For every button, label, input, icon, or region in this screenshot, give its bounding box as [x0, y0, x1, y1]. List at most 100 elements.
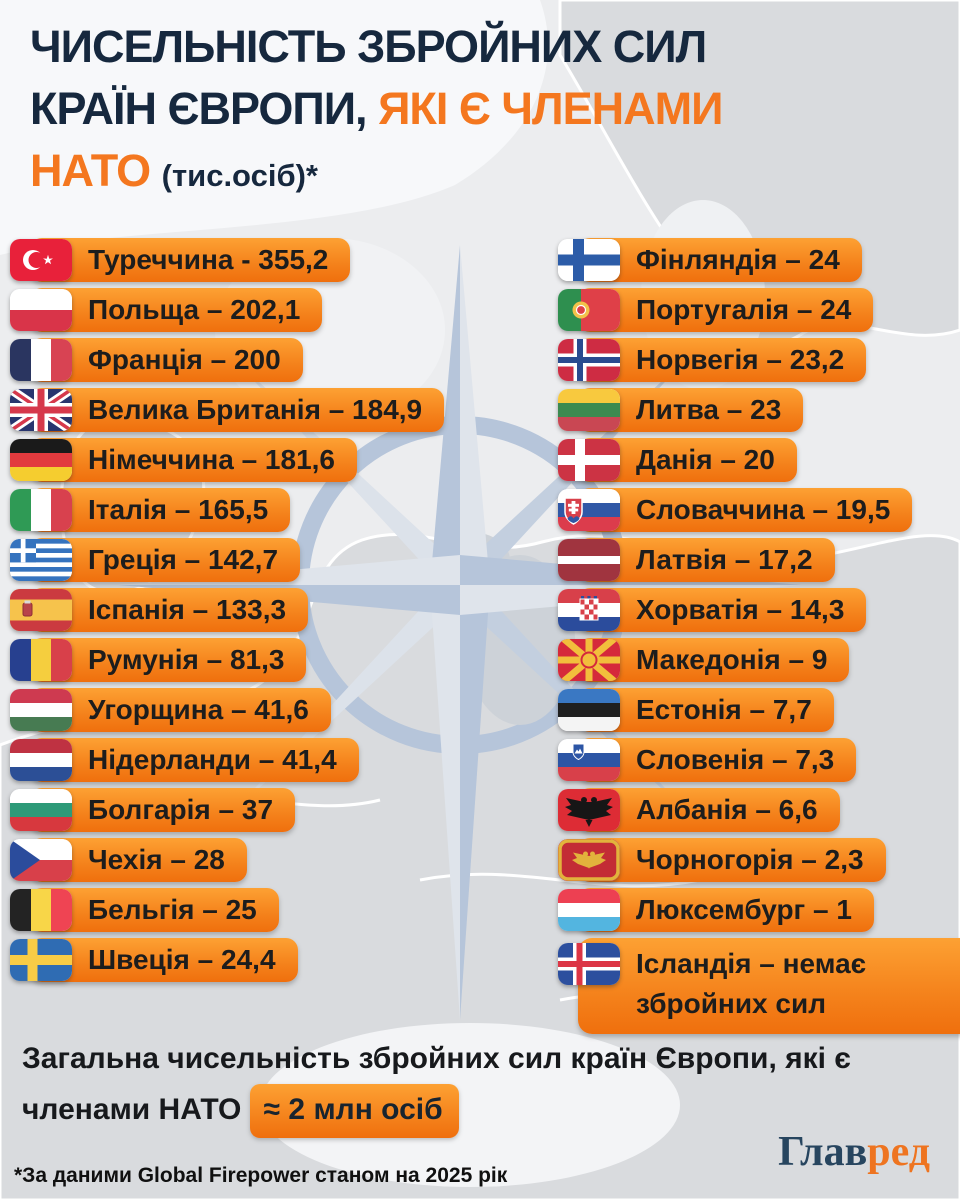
albania-flag-icon — [558, 789, 620, 831]
country-label: Чехія – 28 — [88, 844, 225, 875]
country-label: Данія – 20 — [636, 444, 775, 475]
norway-flag-icon — [558, 339, 620, 381]
country-pill: Велика Британія – 184,9 — [30, 388, 445, 432]
table-row: Португалія – 24 — [558, 288, 960, 332]
czechia-flag-icon — [10, 839, 72, 881]
country-label: Швеція – 24,4 — [88, 944, 276, 975]
country-pill: Люксембург – 1 — [578, 888, 874, 932]
country-label: Естонія – 7,7 — [636, 694, 812, 725]
table-row: Велика Британія – 184,9 — [10, 388, 445, 432]
country-pill: Словаччина – 19,5 — [578, 488, 913, 532]
country-pill: Норвегія – 23,2 — [578, 338, 867, 382]
country-label: Німеччина – 181,6 — [88, 444, 335, 475]
belgium-flag-icon — [10, 889, 72, 931]
country-label: Іспанія – 133,3 — [88, 594, 287, 625]
table-row: Туреччина - 355,2 — [10, 238, 444, 282]
latvia-flag-icon — [558, 539, 620, 581]
spain-flag-icon — [10, 589, 72, 631]
total-badge: ≈ 2 млн осіб — [249, 1084, 459, 1138]
denmark-flag-icon — [558, 439, 620, 481]
country-pill: Бельгія – 25 — [30, 888, 279, 932]
table-row: Болгарія – 37 — [10, 788, 444, 832]
table-row: Литва – 23 — [558, 388, 960, 432]
country-label: Нідерланди – 41,4 — [88, 744, 337, 775]
table-row: Швеція – 24,4 — [10, 938, 444, 982]
country-label: Португалія – 24 — [636, 294, 852, 325]
country-label: Словенія – 7,3 — [636, 744, 835, 775]
country-pill: Чорногорія – 2,3 — [578, 838, 886, 882]
bulgaria-flag-icon — [10, 789, 72, 831]
italy-flag-icon — [10, 489, 72, 531]
summary-line-1: Загальна чисельність збройних сил країн … — [22, 1042, 851, 1075]
country-pill: Ісландія – немає збройних сил — [578, 938, 960, 1034]
country-pill: Німеччина – 181,6 — [30, 438, 357, 482]
table-row: Люксембург – 1 — [558, 888, 960, 932]
table-row: Угорщина – 41,6 — [10, 688, 444, 732]
country-label: Фінляндія – 24 — [636, 244, 840, 275]
croatia-flag-icon — [558, 589, 620, 631]
country-label: Греція – 142,7 — [88, 544, 279, 575]
country-pill: Греція – 142,7 — [30, 538, 301, 582]
sweden-flag-icon — [10, 939, 72, 981]
country-pill: Франція – 200 — [30, 338, 303, 382]
country-pill: Естонія – 7,7 — [578, 688, 834, 732]
country-label: Велика Британія – 184,9 — [88, 394, 423, 425]
table-row: Словаччина – 19,5 — [558, 488, 960, 532]
country-pill: Швеція – 24,4 — [30, 938, 298, 982]
title-line-3: НАТО (тис.осіб)* — [30, 145, 318, 196]
country-pill: Угорщина – 41,6 — [30, 688, 331, 732]
country-list-right: Фінляндія – 24 Португалія – 24 Норвегія … — [558, 238, 960, 1036]
logo-dark-part: Глав — [778, 1129, 868, 1175]
luxembourg-flag-icon — [558, 889, 620, 931]
country-label: Литва – 23 — [636, 394, 782, 425]
romania-flag-icon — [10, 639, 72, 681]
page-title: ЧИСЕЛЬНІСТЬ ЗБРОЙНИХ СИЛ КРАЇН ЄВРОПИ, Я… — [30, 16, 930, 207]
country-pill: Румунія – 81,3 — [30, 638, 307, 682]
country-pill: Латвія – 17,2 — [578, 538, 835, 582]
logo-orange-part: ред — [867, 1129, 930, 1175]
glavred-logo: Главред — [778, 1128, 930, 1176]
table-row: Албанія – 6,6 — [558, 788, 960, 832]
hungary-flag-icon — [10, 689, 72, 731]
country-label: Бельгія – 25 — [88, 894, 257, 925]
country-label: Албанія – 6,6 — [636, 794, 818, 825]
country-label: Туреччина - 355,2 — [88, 244, 329, 275]
estonia-flag-icon — [558, 689, 620, 731]
table-row: Чорногорія – 2,3 — [558, 838, 960, 882]
country-label: Румунія – 81,3 — [88, 644, 285, 675]
table-row: Фінляндія – 24 — [558, 238, 960, 282]
country-pill: Словенія – 7,3 — [578, 738, 857, 782]
table-row: Естонія – 7,7 — [558, 688, 960, 732]
country-label: Македонія – 9 — [636, 644, 828, 675]
country-list-left: Туреччина - 355,2 Польща – 202,1 Франція… — [10, 238, 445, 982]
table-row: Нідерланди – 41,4 — [10, 738, 444, 782]
title-line-1: ЧИСЕЛЬНІСТЬ ЗБРОЙНИХ СИЛ — [30, 21, 707, 72]
table-row: Ісландія – немає збройних сил — [558, 938, 960, 1036]
country-label: Хорватія – 14,3 — [636, 594, 845, 625]
slovenia-flag-icon — [558, 739, 620, 781]
country-label: Італія – 165,5 — [88, 494, 269, 525]
country-pill: Хорватія – 14,3 — [578, 588, 867, 632]
macedonia-flag-icon — [558, 639, 620, 681]
table-row: Іспанія – 133,3 — [10, 588, 444, 632]
country-label: Болгарія – 37 — [88, 794, 274, 825]
source-footnote: *За даними Global Firepower станом на 20… — [14, 1164, 508, 1187]
table-row: Латвія – 17,2 — [558, 538, 960, 582]
portugal-flag-icon — [558, 289, 620, 331]
table-row: Румунія – 81,3 — [10, 638, 444, 682]
country-label: Польща – 202,1 — [88, 294, 301, 325]
country-pill: Болгарія – 37 — [30, 788, 296, 832]
table-row: Хорватія – 14,3 — [558, 588, 960, 632]
slovakia-flag-icon — [558, 489, 620, 531]
netherlands-flag-icon — [10, 739, 72, 781]
country-label: Ісландія – немає збройних сил — [636, 948, 867, 1019]
table-row: Німеччина – 181,6 — [10, 438, 444, 482]
country-label: Латвія – 17,2 — [636, 544, 813, 575]
table-row: Бельгія – 25 — [10, 888, 444, 932]
country-pill: Іспанія – 133,3 — [30, 588, 309, 632]
country-pill: Македонія – 9 — [578, 638, 850, 682]
summary-line-2: членами НАТО ≈ 2 млн осіб — [22, 1084, 932, 1138]
turkey-flag-icon — [10, 239, 72, 281]
table-row: Словенія – 7,3 — [558, 738, 960, 782]
table-row: Македонія – 9 — [558, 638, 960, 682]
